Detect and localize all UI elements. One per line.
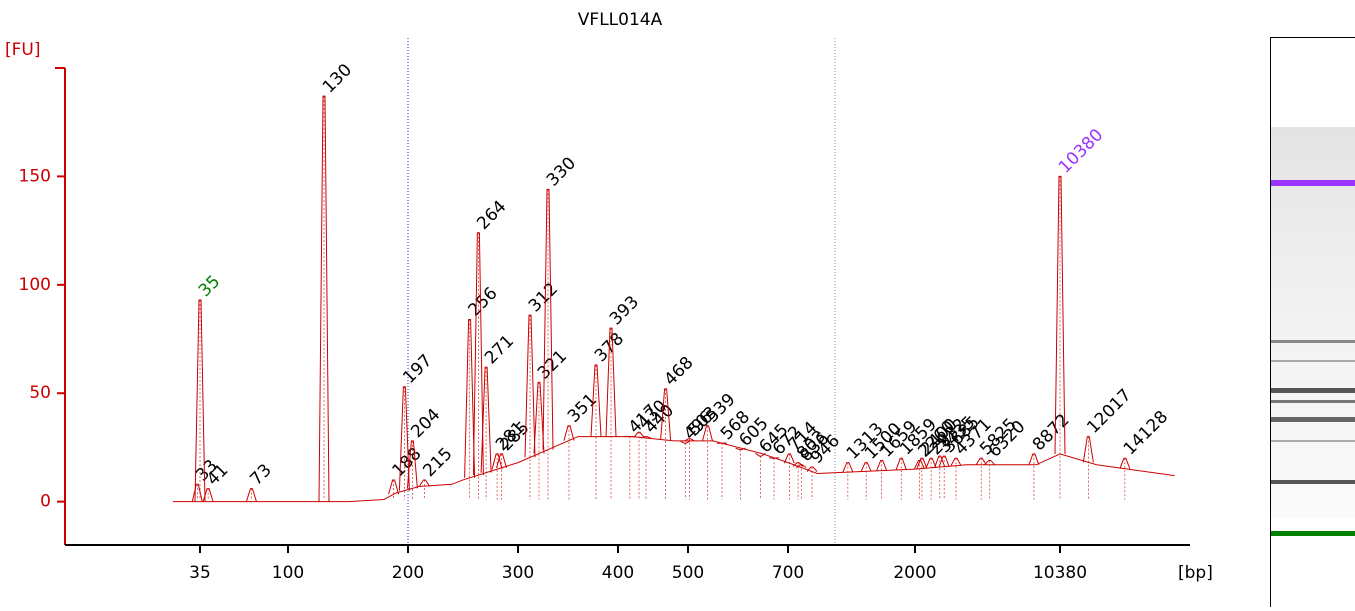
peak-label: 197	[399, 351, 436, 388]
chart-title: VFLL014A	[578, 10, 663, 30]
y-tick-label: 100	[19, 275, 51, 295]
peak-label: 8872	[1029, 410, 1074, 455]
peak-label: 264	[473, 197, 510, 234]
peak-label: 256	[465, 283, 502, 320]
peak-label: 271	[481, 331, 518, 368]
y-tick-label: 150	[19, 166, 51, 186]
y-axis-label: [FU]	[5, 40, 41, 60]
peak-label: 312	[525, 279, 562, 316]
peak-label: 130	[319, 60, 356, 97]
peak	[465, 320, 475, 478]
peak-label: 204	[407, 405, 444, 442]
trace-background	[173, 437, 1175, 502]
x-tick-label: 35	[189, 563, 211, 583]
peak-label: 12017	[1083, 385, 1135, 437]
x-tick-label: 100	[272, 563, 304, 583]
x-tick-label: 10380	[1033, 563, 1087, 583]
peak-label: 393	[606, 292, 643, 329]
x-tick-label: 2000	[893, 563, 936, 583]
y-tick-label: 0	[40, 492, 51, 512]
peak-label: 330	[543, 153, 580, 190]
y-tick-label: 50	[29, 383, 51, 403]
x-tick-label: 700	[772, 563, 804, 583]
peak-label: 468	[661, 353, 698, 390]
peak-label: 14128	[1120, 407, 1172, 459]
x-tick-label: 200	[392, 563, 424, 583]
peak-label: 215	[419, 444, 456, 481]
peak-label: 188	[389, 444, 426, 481]
x-tick-label: 500	[672, 563, 704, 583]
x-tick-label: 300	[502, 563, 534, 583]
peak-label: 35	[195, 272, 224, 301]
x-axis-label: [bp]	[1178, 563, 1213, 583]
peak	[769, 458, 779, 459]
gel-lane	[1271, 38, 1355, 608]
x-tick-label: 400	[602, 563, 634, 583]
peak-label: 10380	[1055, 125, 1107, 177]
peak-label: 351	[564, 390, 601, 427]
peak-label: 73	[246, 460, 275, 489]
peak-label: 321	[534, 346, 571, 383]
